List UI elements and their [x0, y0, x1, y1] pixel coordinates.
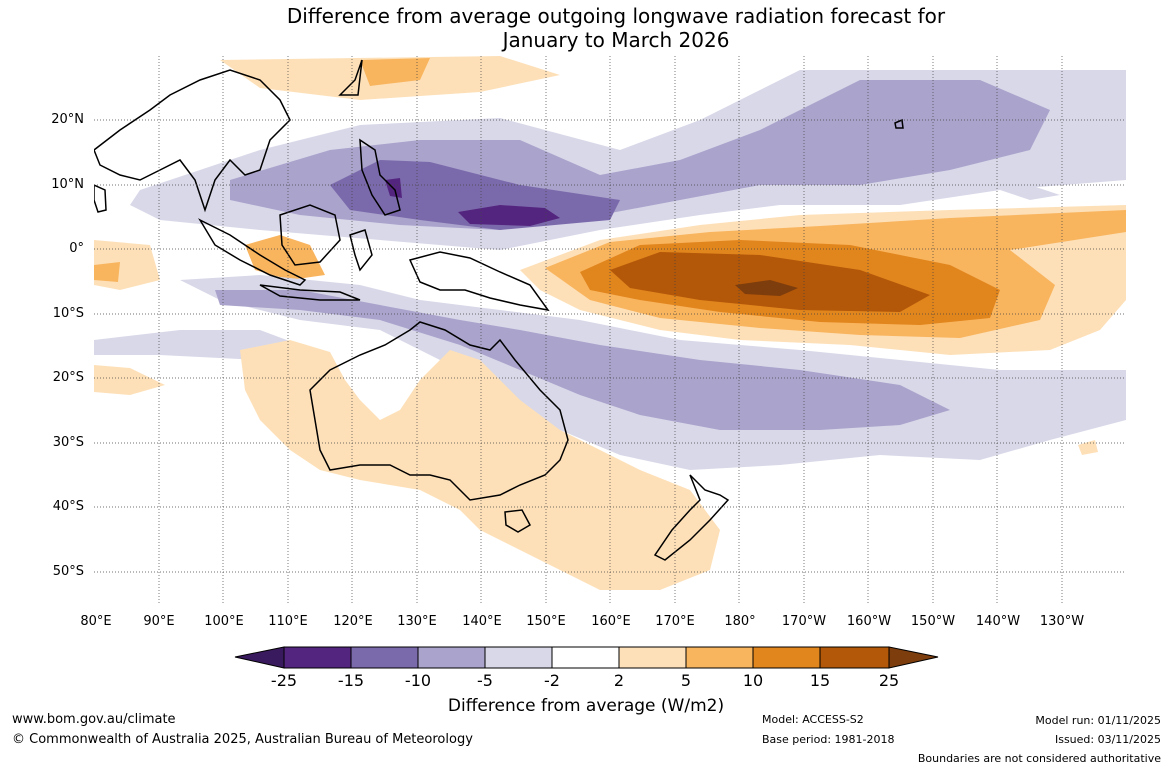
- colorbar-label: -15: [337, 671, 365, 690]
- lon-tick-label: 170°E: [655, 614, 695, 629]
- colorbar-label: 10: [742, 671, 764, 690]
- lon-tick-label: 130°W: [1039, 614, 1085, 629]
- java-coast: [259, 284, 361, 301]
- lon-tick-label: 130°E: [397, 614, 437, 629]
- colorbar-extension-high: [888, 646, 939, 669]
- colorbar-label: 2: [613, 671, 625, 690]
- lon-tick-label: 160°E: [591, 614, 631, 629]
- lon-tick-label: 110°E: [268, 614, 308, 629]
- lat-tick-label: 40°S: [52, 499, 84, 514]
- colorbar-segment: [685, 646, 754, 669]
- field-positive-moderate-3: [245, 235, 325, 280]
- field-positive-moderate: [360, 58, 430, 86]
- anomaly-fields: [94, 56, 1126, 590]
- colorbar-label: -2: [544, 671, 560, 690]
- field-positive-weak-5: [94, 365, 165, 395]
- lat-tick-label: 50°S: [52, 564, 84, 579]
- new-zealand-coast: [653, 474, 730, 561]
- colorbar-segment: [618, 646, 687, 669]
- colorbar-segment: [551, 646, 620, 669]
- lat-tick-label: 10°N: [51, 177, 84, 192]
- colorbar-segment: [283, 646, 352, 669]
- title-line-2: January to March 2026: [502, 28, 730, 52]
- lon-tick-label: 170°W: [781, 614, 827, 629]
- field-positive-extreme: [735, 280, 798, 296]
- india-coast: [94, 184, 107, 213]
- field-positive-weak-6: [1078, 440, 1098, 455]
- graticule: [94, 56, 1126, 605]
- issued-text: Issued: 03/11/2025: [1054, 733, 1161, 746]
- colorbar-title: Difference from average (W/m2): [447, 696, 725, 716]
- lon-tick-label: 180°: [724, 614, 756, 629]
- lat-tick-label: 20°S: [52, 370, 84, 385]
- borneo-coast: [279, 204, 341, 266]
- lon-tick-label: 80°E: [80, 614, 112, 629]
- colorbar-segment: [350, 646, 419, 669]
- field-positive-weak-4: [240, 340, 720, 590]
- title-line-1: Difference from average outgoing longwav…: [286, 4, 946, 28]
- colorbar-label: 25: [878, 671, 900, 690]
- field-negative-intense: [458, 205, 560, 226]
- lat-tick-label: 20°N: [51, 112, 84, 127]
- model-text: Model: ACCESS-S2: [762, 713, 864, 726]
- map-title: Difference from average outgoing longwav…: [0, 4, 1173, 52]
- field-negative-weak-4: [1000, 185, 1060, 200]
- hawaii-coast: [894, 118, 904, 129]
- coastlines: [94, 59, 904, 561]
- lon-tick-label: 100°E: [204, 614, 244, 629]
- colorbar-label: -10: [404, 671, 432, 690]
- sulawesi-coast: [349, 229, 373, 272]
- new-guinea-coast: [408, 251, 550, 312]
- colorbar-segment: [752, 646, 821, 669]
- anomaly-map: [94, 56, 1126, 605]
- lon-tick-label: 140°W: [975, 614, 1021, 629]
- lon-tick-label: 150°W: [910, 614, 956, 629]
- colorbar-label: -5: [477, 671, 493, 690]
- lon-tick-label: 140°E: [462, 614, 502, 629]
- website-link[interactable]: www.bom.gov.au/climate: [12, 712, 176, 727]
- sumatra-coast: [198, 218, 307, 286]
- model-run-text: Model run: 01/11/2025: [1035, 714, 1161, 727]
- colorbar-extension-low: [234, 646, 285, 669]
- lon-tick-label: 160°W: [846, 614, 892, 629]
- asia-coast: [94, 69, 291, 213]
- colorbar-label: 15: [809, 671, 831, 690]
- lat-tick-label: 10°S: [52, 306, 84, 321]
- disclaimer-text: Boundaries are not considered authoritat…: [917, 752, 1161, 765]
- colorbar-segment: [819, 646, 890, 669]
- australia-coast: [309, 321, 569, 501]
- colorbar-segment: [484, 646, 553, 669]
- field-negative-moderate-2: [215, 290, 950, 430]
- lon-tick-label: 150°E: [526, 614, 566, 629]
- lon-tick-label: 120°E: [333, 614, 373, 629]
- philippines-coast: [359, 138, 401, 216]
- base-period-text: Base period: 1981-2018: [762, 733, 895, 746]
- colorbar-label: 5: [680, 671, 692, 690]
- colorbar-segment: [417, 646, 486, 669]
- colorbar-label: -25: [270, 671, 298, 690]
- tasmania-coast: [504, 509, 532, 533]
- field-positive-moderate-4: [94, 262, 120, 282]
- copyright-text: © Commonwealth of Australia 2025, Austra…: [12, 732, 473, 747]
- lat-tick-label: 30°S: [52, 435, 84, 450]
- lon-tick-label: 90°E: [143, 614, 175, 629]
- lat-tick-label: 0°: [69, 241, 84, 256]
